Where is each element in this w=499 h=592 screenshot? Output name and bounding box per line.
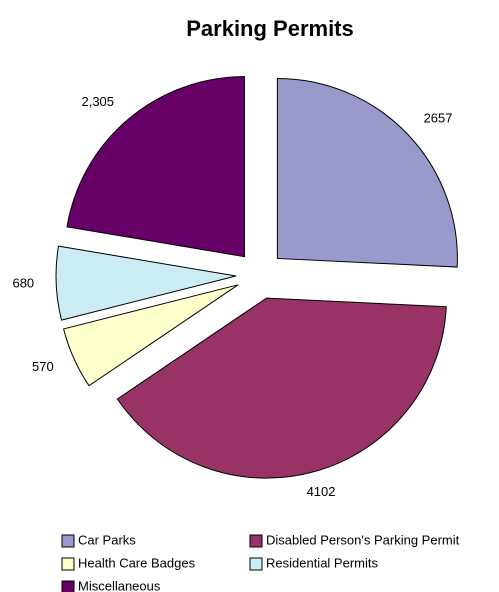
legend-swatch	[61, 557, 75, 571]
legend-label: Disabled Person's Parking Permit	[266, 532, 460, 547]
pie-slice	[62, 284, 239, 387]
pie-slice	[55, 245, 237, 321]
legend-swatch	[249, 557, 263, 571]
legend-swatch	[61, 534, 75, 548]
data-label: 2,305	[81, 94, 114, 109]
legend-swatch	[249, 534, 263, 548]
pie-slice	[66, 76, 245, 258]
legend-swatch	[61, 580, 75, 592]
data-label: 4102	[307, 484, 336, 499]
data-label: 680	[12, 276, 34, 291]
chart-title: Parking Permits	[186, 16, 354, 41]
legend-label: Car Parks	[78, 532, 136, 547]
legend-label: Health Care Badges	[78, 555, 196, 570]
data-label: 2657	[424, 110, 453, 125]
pie-slice	[276, 77, 458, 268]
pie-slice	[116, 297, 447, 479]
legend-label: Miscellaneous	[78, 578, 161, 592]
legend-label: Residential Permits	[266, 555, 378, 570]
data-label: 570	[32, 359, 54, 374]
